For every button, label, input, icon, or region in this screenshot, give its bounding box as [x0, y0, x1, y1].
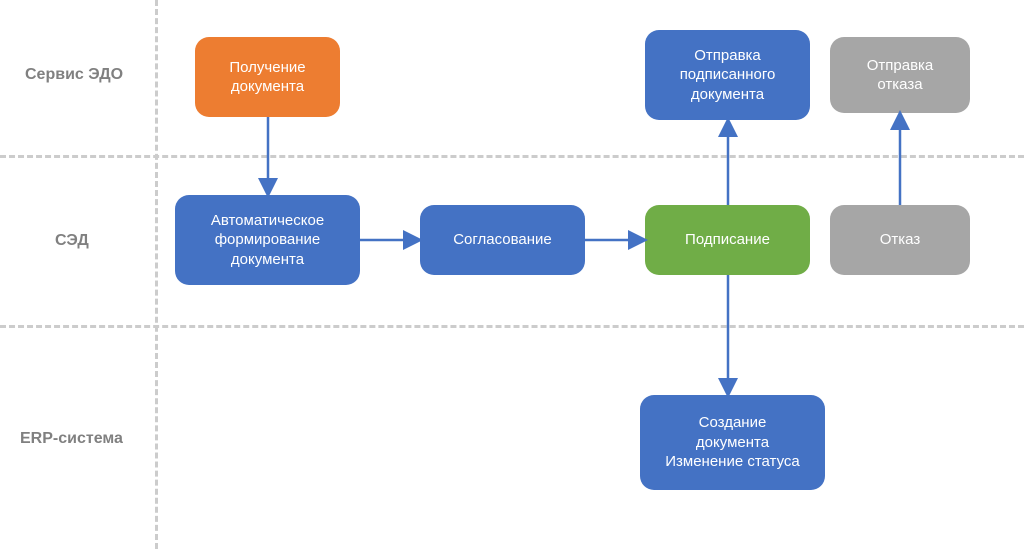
swimlane-divider-h1 — [0, 155, 1024, 158]
node-label: Подписание — [685, 230, 770, 250]
node-sendsigned: Отправкаподписанногодокумента — [645, 30, 810, 120]
node-autoform: Автоматическоеформированиедокумента — [175, 195, 360, 285]
node-label: Согласование — [453, 230, 552, 250]
node-refuse: Отказ — [830, 205, 970, 275]
node-sendrefuse: Отправкаотказа — [830, 37, 970, 113]
swimlane-label-edo: Сервис ЭДО — [25, 66, 123, 84]
node-receive: Получениедокумента — [195, 37, 340, 117]
node-erpcreate: СозданиедокументаИзменение статуса — [640, 395, 825, 490]
swimlane-divider-v — [155, 0, 158, 549]
swimlane-divider-h2 — [0, 325, 1024, 328]
node-label: Отправкаотказа — [867, 56, 934, 95]
node-label: Получениедокумента — [229, 58, 305, 97]
node-label: Автоматическоеформированиедокумента — [211, 211, 324, 270]
swimlane-label-erp: ERP-система — [20, 430, 123, 448]
swimlane-label-sed: СЭД — [55, 232, 89, 250]
node-sign: Подписание — [645, 205, 810, 275]
node-label: Отказ — [880, 230, 920, 250]
node-approve: Согласование — [420, 205, 585, 275]
node-label: СозданиедокументаИзменение статуса — [665, 413, 800, 472]
node-label: Отправкаподписанногодокумента — [680, 46, 776, 105]
